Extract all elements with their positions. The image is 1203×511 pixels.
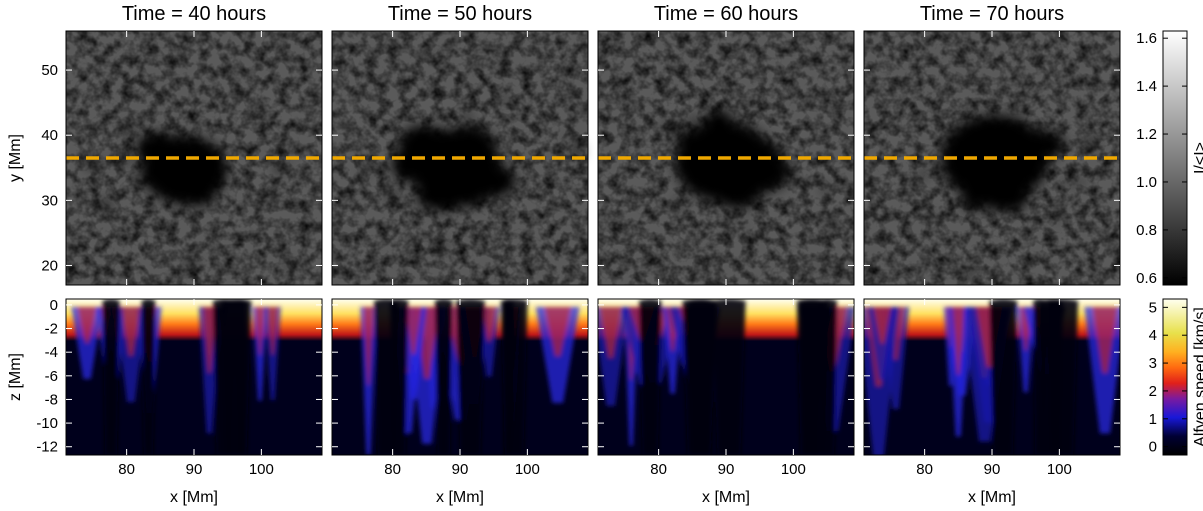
z-tick-label: -2 [45,321,58,338]
panel-title: Time = 60 hours [654,3,798,25]
panel-title: Time = 40 hours [122,3,266,25]
colorbar-tick-label: 1 [1149,411,1157,428]
x-tick-label: 80 [650,461,667,478]
x-tick-label: 90 [452,461,469,478]
z-tick-label: -8 [45,391,58,408]
y-tick-label: 30 [41,192,58,209]
intensity-panel [863,30,1121,286]
alfven-colorbar: 0 1 2 3 4 5 Alfven speed [km/s] [1149,298,1203,456]
colorbar-label: Alfven speed [km/s] [1192,307,1203,447]
y-tick-label: 40 [41,127,58,144]
colorbar-tick-label: 2 [1149,383,1157,400]
colorbar-tick-label: 0 [1149,439,1157,456]
colorbar-tick-label: 1.4 [1136,78,1157,95]
intensity-panel [597,30,855,286]
x-tick-label: 100 [781,461,806,478]
intensity-panel [331,30,589,286]
alfven-speed-panel [597,298,855,456]
x-tick-label: 90 [186,461,203,478]
x-axis-label: x [Mm] [436,489,484,506]
colorbar-tick-label: 0.8 [1136,222,1157,239]
panel-title: Time = 50 hours [388,3,532,25]
z-tick-label: -6 [45,368,58,385]
x-tick-label: 100 [515,461,540,478]
intensity-colorbar: 0.6 0.8 1.0 1.2 1.4 1.6 I/<I> [1136,30,1203,287]
colorbar-tick-label: 1.2 [1136,126,1157,143]
colorbar-tick-label: 0.6 [1136,270,1157,287]
z-tick-label: -12 [36,439,58,456]
colorbar-tick-label: 5 [1149,299,1157,316]
alfven-speed-panel [65,298,323,456]
alfven-speed-panel [863,298,1121,456]
z-tick-label: -10 [36,415,58,432]
x-tick-label: 80 [916,461,933,478]
x-tick-label: 80 [384,461,401,478]
x-tick-label: 100 [1047,461,1072,478]
z-tick-label: -4 [45,344,58,361]
x-axis-label: x [Mm] [170,489,218,506]
x-axis-label: x [Mm] [968,489,1016,506]
colorbar-tick-label: 1.6 [1136,30,1157,47]
y-tick-label: 20 [41,257,58,274]
alfven-speed-panel [331,298,589,456]
colorbar-tick-label: 3 [1149,355,1157,372]
x-axis-label: x [Mm] [702,489,750,506]
x-tick-label: 90 [718,461,735,478]
x-tick-label: 80 [118,461,135,478]
intensity-panel [65,30,323,286]
panel-title: Time = 70 hours [920,3,1064,25]
x-tick-label: 90 [984,461,1001,478]
y-axis-label: y [Mm] [7,134,24,182]
z-axis-label: z [Mm] [7,353,24,401]
x-tick-label: 100 [249,461,274,478]
colorbar-tick-label: 1.0 [1136,174,1157,191]
y-tick-label: 50 [41,62,58,79]
z-tick-label: 0 [50,297,58,314]
colorbar-tick-label: 4 [1149,327,1157,344]
colorbar-label: I/<I> [1192,142,1203,174]
